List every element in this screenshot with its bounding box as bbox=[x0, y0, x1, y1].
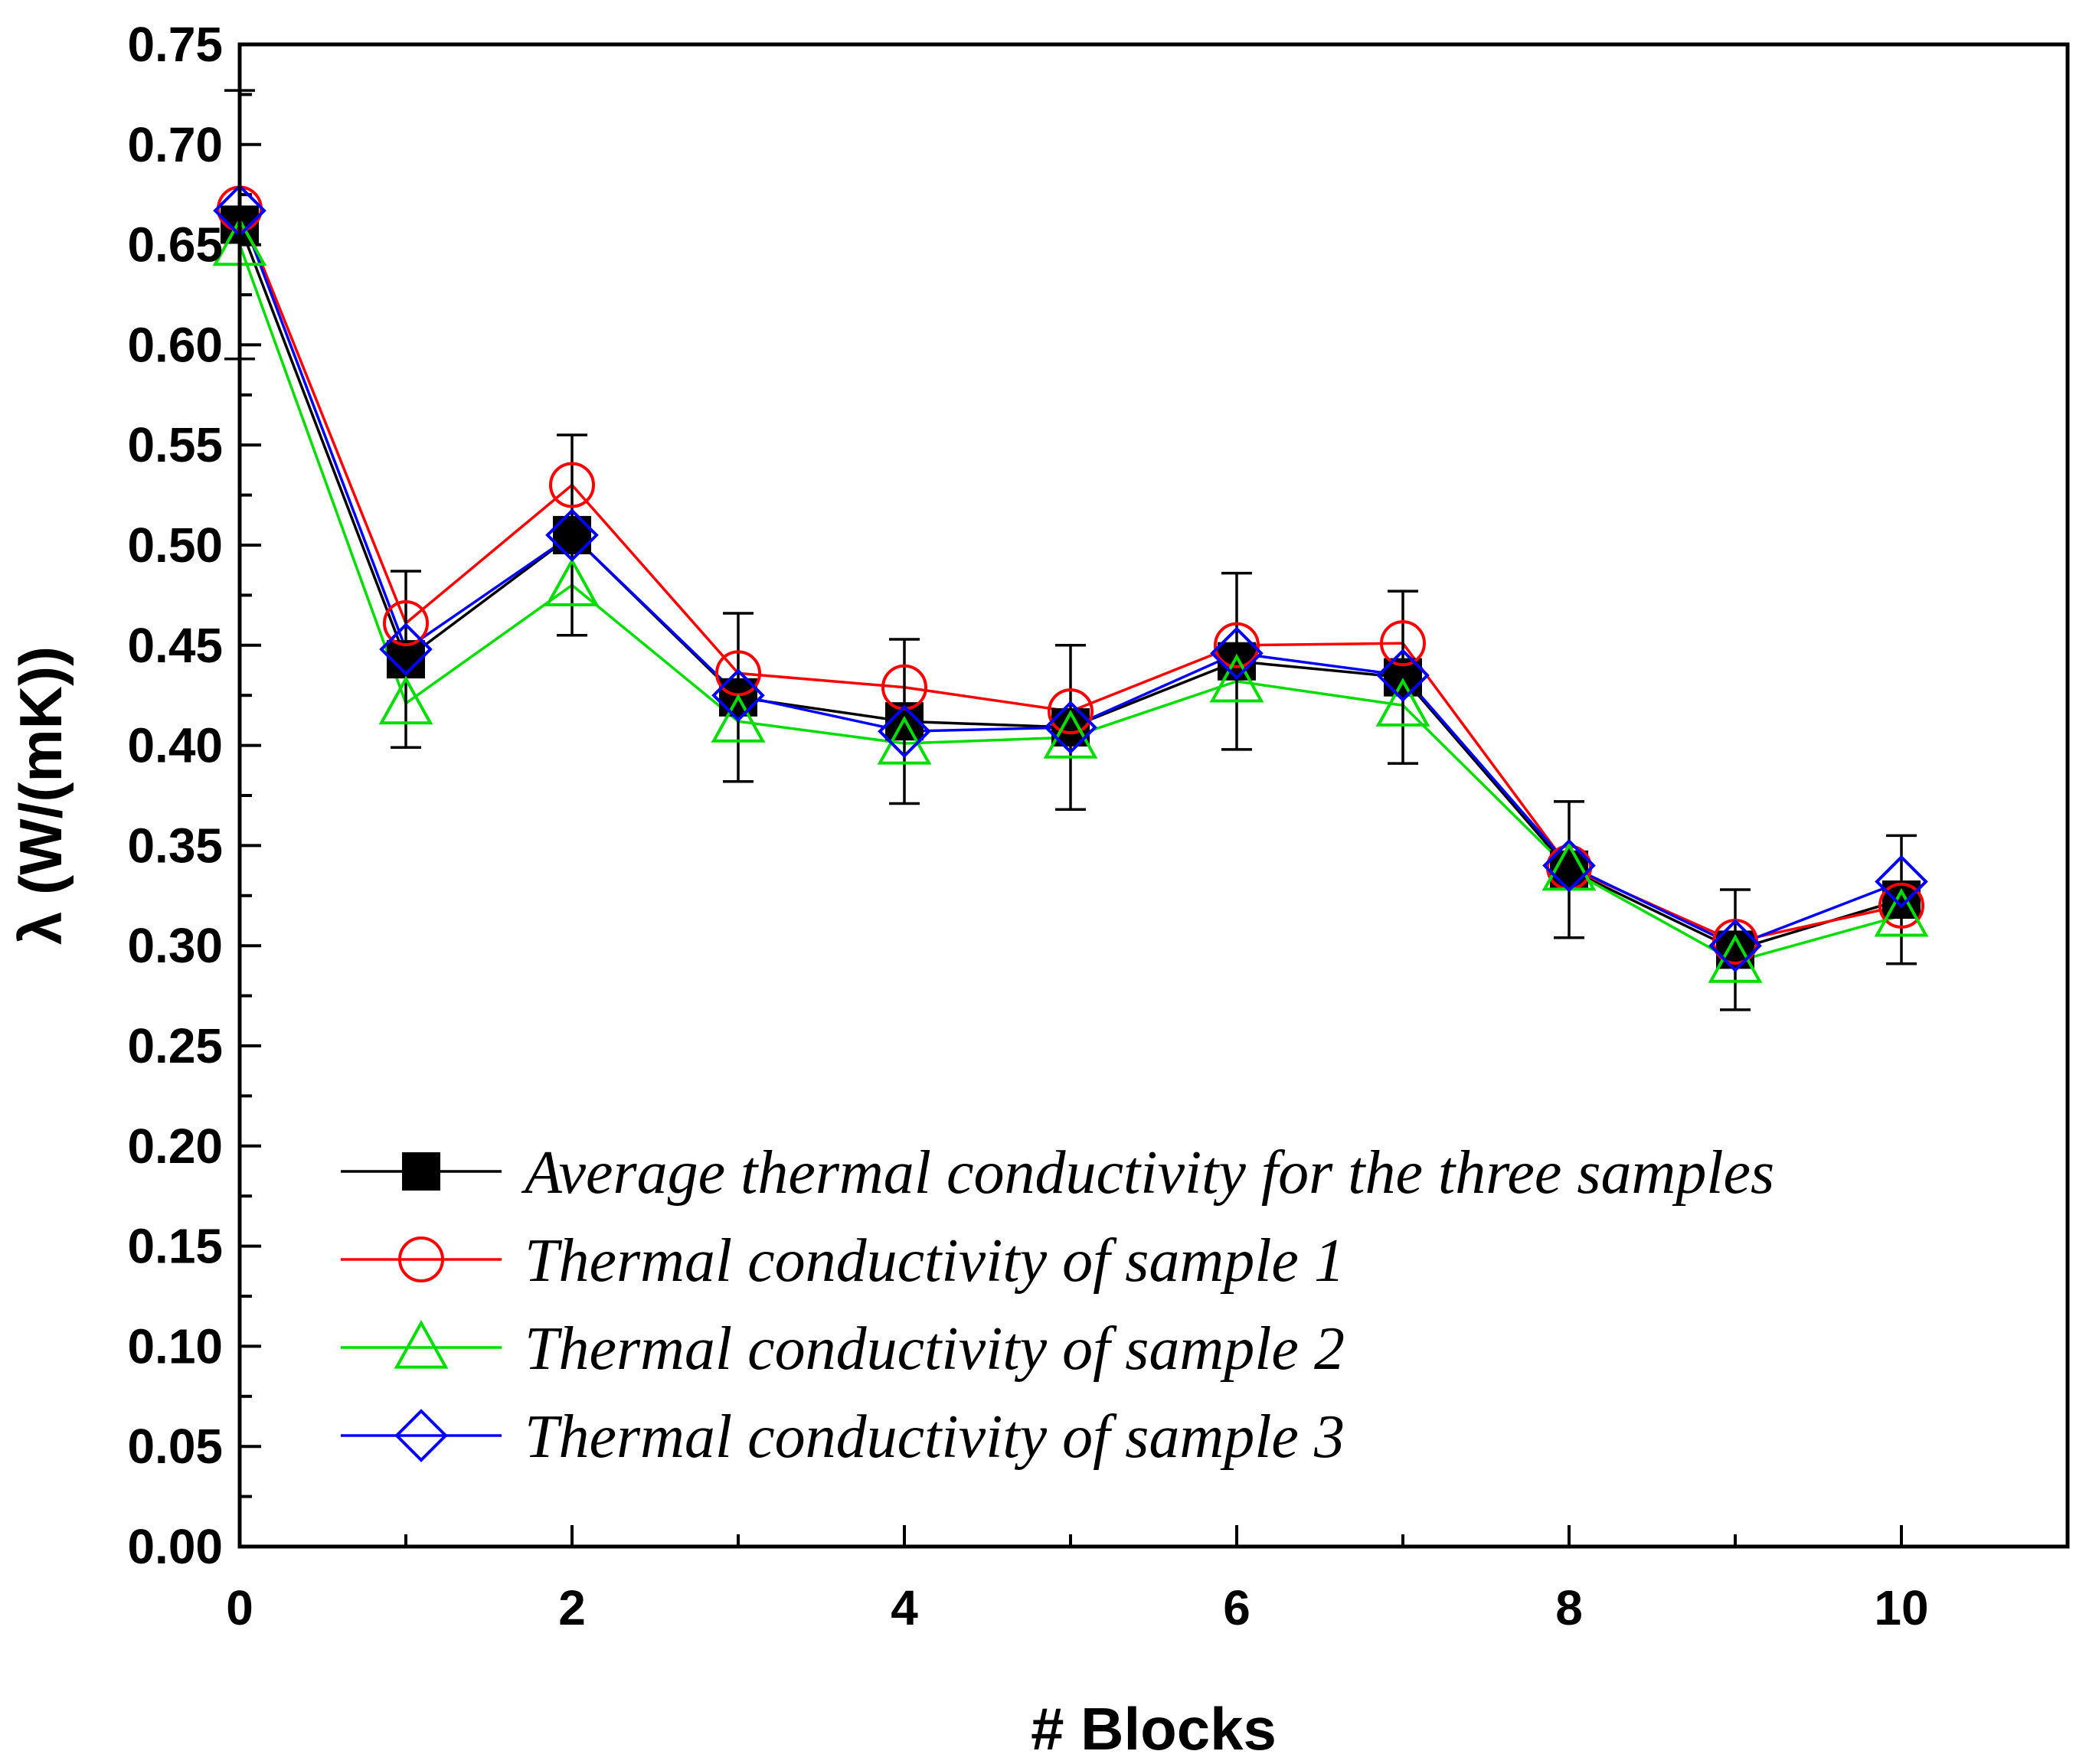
y-tick-label: 0.70 bbox=[127, 117, 223, 172]
data-point-s4 bbox=[1044, 701, 1097, 754]
axis-ticks bbox=[238, 43, 1903, 1548]
x-tick-label: 0 bbox=[226, 1580, 253, 1635]
error-bars bbox=[224, 89, 1917, 1011]
data-point-s4 bbox=[878, 704, 931, 759]
legend: Average thermal conductivity for the thr… bbox=[341, 1139, 1774, 1471]
legend-label-2: Thermal conductivity of sample 1 bbox=[525, 1227, 1345, 1295]
data-point-s4 bbox=[1376, 648, 1430, 702]
data-point-s3 bbox=[711, 694, 766, 743]
y-tick-label: 0.35 bbox=[127, 818, 223, 873]
data-point-s2 bbox=[1048, 688, 1094, 735]
legend-label-3: Thermal conductivity of sample 2 bbox=[525, 1315, 1345, 1383]
data-point-s2 bbox=[549, 462, 595, 508]
series-line-1 bbox=[238, 224, 1902, 952]
data-point-s4 bbox=[711, 668, 765, 723]
plot-frame bbox=[237, 42, 2070, 1549]
data-point-s3 bbox=[378, 675, 433, 725]
data-point-s2 bbox=[383, 600, 429, 647]
y-tick-label: 0.75 bbox=[127, 17, 223, 72]
tick-labels: 0.00 0.05 0.10 0.15 0.20 0.25 0.30 0.35 0.40 0.45… bbox=[127, 17, 1928, 1635]
data-point-s3 bbox=[1874, 887, 1929, 937]
x-tick-label: 6 bbox=[1223, 1580, 1251, 1635]
data-point-s4 bbox=[1708, 919, 1762, 973]
x-tick-label: 8 bbox=[1555, 1580, 1583, 1635]
data-point-s4 bbox=[1542, 838, 1596, 893]
y-tick-label: 0.45 bbox=[127, 618, 223, 673]
x-tick-label: 10 bbox=[1874, 1580, 1928, 1635]
data-point-s2 bbox=[1878, 882, 1924, 929]
legend-marker-3 bbox=[394, 1319, 449, 1369]
y-tick-label: 0.30 bbox=[127, 918, 223, 973]
data-markers bbox=[212, 184, 1929, 983]
data-point-s4 bbox=[379, 622, 433, 676]
y-tick-label: 0.05 bbox=[127, 1419, 223, 1474]
y-tick-label: 0.60 bbox=[127, 317, 223, 372]
y-tick-label: 0.00 bbox=[127, 1519, 223, 1574]
data-point-s3 bbox=[877, 715, 932, 765]
series-line-3 bbox=[238, 244, 1902, 964]
y-tick-label: 0.15 bbox=[127, 1219, 223, 1274]
legend-marker-2 bbox=[398, 1236, 444, 1282]
y-tick-label: 0.40 bbox=[127, 718, 223, 773]
data-point-s4 bbox=[545, 508, 599, 562]
y-tick-label: 0.10 bbox=[127, 1318, 223, 1374]
data-point-s4 bbox=[1875, 854, 1928, 909]
data-point-s3 bbox=[1043, 710, 1098, 759]
x-tick-label: 2 bbox=[558, 1580, 586, 1635]
data-point-s3 bbox=[1209, 653, 1264, 703]
legend-label-4: Thermal conductivity of sample 3 bbox=[525, 1403, 1345, 1471]
legend-label-1: Average thermal conductivity for the thr… bbox=[521, 1139, 1774, 1207]
legend-marker-1 bbox=[402, 1152, 440, 1191]
series-lines bbox=[238, 207, 1902, 964]
y-tick-label: 0.50 bbox=[127, 518, 223, 573]
data-point-s3 bbox=[544, 557, 600, 606]
legend-marker-4 bbox=[394, 1409, 448, 1462]
y-tick-label: 0.20 bbox=[127, 1119, 223, 1174]
data-point-s2 bbox=[1214, 622, 1260, 668]
data-point-s4 bbox=[1210, 626, 1264, 681]
x-axis-title: # Blocks bbox=[1031, 1695, 1277, 1762]
y-tick-label: 0.25 bbox=[127, 1018, 223, 1073]
series-line-4 bbox=[238, 210, 1902, 948]
data-point-s3 bbox=[1375, 678, 1430, 727]
y-tick-label: 0.55 bbox=[127, 417, 223, 472]
data-point-s2 bbox=[1380, 620, 1426, 667]
series-line-2 bbox=[238, 207, 1902, 943]
x-tick-label: 4 bbox=[891, 1580, 918, 1635]
y-tick-label: 0.65 bbox=[127, 217, 223, 273]
y-axis-title: λ (W/(mK)) bbox=[7, 646, 74, 945]
